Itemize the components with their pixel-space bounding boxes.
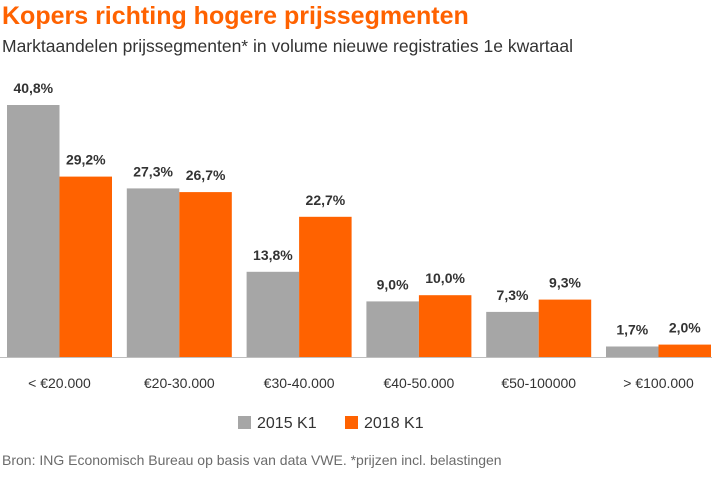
source-note: Bron: ING Economisch Bureau op basis van… — [2, 452, 502, 468]
bar-value-label: 13,8% — [253, 247, 293, 263]
bar-value-label: 29,2% — [66, 152, 106, 168]
x-tick-labels-group: < €20.000 €20-30.000 €30-40.000 €40-50.000 €… — [28, 375, 694, 391]
bar-2018-k1-3 — [418, 295, 472, 357]
bar-2018-k1-5 — [658, 344, 711, 357]
bar-value-label: 7,3% — [497, 287, 529, 303]
bar-value-label: 9,3% — [549, 275, 581, 291]
bar-value-label: 9,0% — [377, 276, 409, 292]
bar-value-label: 40,8% — [13, 80, 53, 96]
bar-2018-k1-0 — [59, 176, 112, 357]
x-tick-label: €50-100000 — [501, 375, 576, 391]
bar-value-label: 27,3% — [133, 163, 173, 179]
bar-2015-k1-0 — [7, 105, 60, 357]
x-tick-label: > €100.000 — [623, 375, 694, 391]
bar-value-label: 2,0% — [669, 320, 701, 336]
bar-2018-k1-2 — [299, 216, 352, 357]
bar-value-label: 26,7% — [186, 167, 226, 183]
bar-2018-k1-1 — [179, 192, 232, 357]
legend-swatch-2015-k1 — [238, 416, 251, 429]
x-tick-label: €20-30.000 — [144, 375, 215, 391]
bar-value-label: 22,7% — [306, 192, 346, 208]
x-tick-label: €30-40.000 — [264, 375, 335, 391]
legend-swatch-2018-k1 — [345, 416, 358, 429]
bar-2015-k1-1 — [126, 188, 180, 357]
bar-labels-group: 40,8% 29,2% 27,3% 26,7% 13,8% 22,7% 9,0% 10,0% 7… — [13, 80, 701, 338]
legend: 2015 K1 2018 K1 — [238, 415, 424, 432]
chart-title: Kopers richting hogere prijssegmenten — [2, 2, 469, 30]
legend-label-2018-k1: 2018 K1 — [364, 415, 424, 432]
bar-2015-k1-5 — [606, 346, 659, 357]
x-tick-label: €40-50.000 — [383, 375, 454, 391]
bar-2015-k1-4 — [486, 311, 539, 357]
chart-subtitle: Marktaandelen prijssegmenten* in volume … — [2, 36, 573, 56]
bar-2015-k1-2 — [246, 271, 300, 357]
x-tick-label: < €20.000 — [28, 375, 91, 391]
bars-group — [7, 105, 711, 357]
legend-label-2015-k1: 2015 K1 — [257, 415, 317, 432]
bar-value-label: 1,7% — [616, 322, 648, 338]
bar-2015-k1-3 — [366, 301, 419, 357]
bar-2018-k1-4 — [538, 299, 592, 357]
bar-value-label: 10,0% — [425, 270, 465, 286]
